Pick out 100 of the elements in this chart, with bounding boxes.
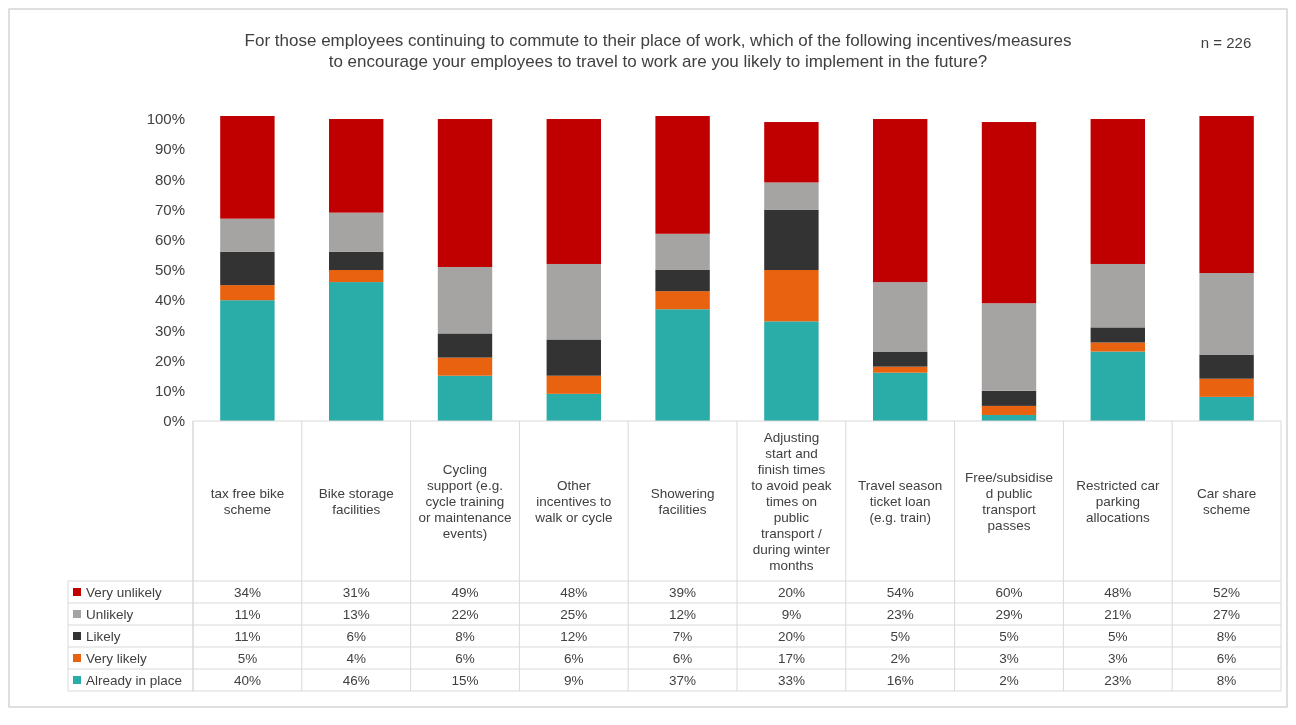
category-label: Adjusting start and finish times to avoid peak times on public transport / during winter months (751, 429, 832, 573)
data-label: 21% (1104, 606, 1132, 622)
bar (220, 218, 275, 252)
data-label: 3% (999, 650, 1019, 666)
data-label: 52% (1213, 584, 1241, 600)
bar (981, 390, 1037, 406)
data-label: 12% (669, 606, 697, 622)
data-label: 6% (346, 628, 366, 644)
data-label: 5% (999, 628, 1019, 644)
bar (1090, 327, 1145, 343)
y-tick-label: 60% (154, 231, 185, 249)
data-label: 23% (1104, 672, 1132, 688)
data-label: 8% (1216, 628, 1237, 644)
data-label: 6% (1216, 650, 1237, 666)
bar (546, 339, 601, 376)
bar (1199, 116, 1254, 274)
bar (764, 270, 819, 322)
data-label: 27% (1213, 606, 1241, 622)
data-label: 54% (886, 584, 914, 600)
data-label: 9% (781, 606, 802, 622)
data-label: 9% (564, 672, 584, 688)
bar (764, 321, 819, 421)
bar (873, 372, 928, 421)
bar (764, 122, 819, 183)
bar (220, 300, 275, 421)
data-label: 6% (672, 650, 693, 666)
bar (437, 333, 493, 358)
data-label: 40% (233, 672, 261, 688)
data-label: 29% (995, 606, 1023, 622)
bar (1090, 342, 1145, 352)
bar (546, 375, 601, 394)
bar (437, 266, 493, 334)
bar (1090, 119, 1145, 264)
x-tick-label: Free/subsidised public transport passes (965, 469, 1053, 533)
bar (873, 119, 928, 283)
legend-label: Very likely (86, 650, 148, 666)
bar (655, 233, 710, 271)
bar (329, 282, 384, 421)
data-label: 7% (672, 628, 693, 644)
y-tick-label: 30% (154, 321, 185, 339)
data-label: 13% (342, 606, 370, 622)
data-label: 11% (234, 606, 261, 622)
y-tick-label: 100% (146, 110, 185, 128)
x-tick-label: Travel season ticket loan (e.g. train) (858, 477, 943, 525)
x-tick-label: Other incentives to walk or cycle (534, 477, 613, 525)
bar (1199, 396, 1254, 421)
bar (655, 291, 710, 310)
y-tick-label: 20% (154, 351, 185, 369)
bar (329, 119, 384, 213)
data-label: 2% (890, 650, 910, 666)
data-label: 48% (1104, 584, 1132, 600)
bar (546, 119, 601, 264)
bar (655, 309, 710, 421)
bar (329, 270, 384, 283)
y-tick-label: 0% (163, 412, 185, 430)
y-tick-label: 50% (154, 261, 185, 279)
bar (220, 285, 275, 301)
legend-label: Unlikely (86, 606, 134, 622)
x-tick-label: tax free bike scheme (210, 485, 285, 517)
bar (546, 263, 601, 340)
data-label: 6% (455, 650, 475, 666)
bar (1199, 378, 1254, 397)
data-label: 48% (560, 584, 588, 600)
data-label: 33% (777, 672, 805, 688)
bar (655, 116, 710, 234)
legend-label: Very unlikely (86, 584, 163, 600)
data-label: 8% (455, 628, 475, 644)
data-label: 20% (777, 584, 805, 600)
bar (1090, 351, 1145, 421)
data-label: 49% (451, 584, 479, 600)
data-label: 5% (1108, 628, 1128, 644)
bar (437, 375, 493, 421)
y-tick-label: 40% (154, 291, 185, 309)
y-tick-label: 80% (154, 170, 185, 188)
y-tick-label: 10% (154, 382, 185, 400)
bar (437, 119, 493, 267)
bar (329, 251, 384, 271)
bar (981, 303, 1037, 391)
bar (1090, 263, 1145, 328)
bar (873, 351, 928, 367)
data-label: 20% (777, 628, 805, 644)
chart-title: For those employees continuing to commute to their place of work, which of the following incentives/measures to encourage your employees to travel to work are you likely to implement in the future? (244, 31, 1072, 71)
data-label: 2% (999, 672, 1019, 688)
legend-label: Already in place (86, 672, 183, 688)
data-label: 31% (342, 584, 370, 600)
data-label: 25% (560, 606, 588, 622)
data-label: 46% (342, 672, 370, 688)
bar (873, 366, 928, 373)
data-label: 5% (890, 628, 910, 644)
data-label: 3% (1108, 650, 1128, 666)
data-label: 5% (237, 650, 258, 666)
x-tick-label: Car share scheme (1196, 485, 1257, 517)
bar (981, 122, 1037, 304)
bar (981, 405, 1037, 415)
data-label: 15% (451, 672, 479, 688)
bar (1199, 354, 1254, 379)
x-tick-label: Restricted car parking allocations (1076, 477, 1160, 525)
bar (764, 209, 819, 271)
data-label: 6% (564, 650, 584, 666)
bar (546, 393, 601, 421)
